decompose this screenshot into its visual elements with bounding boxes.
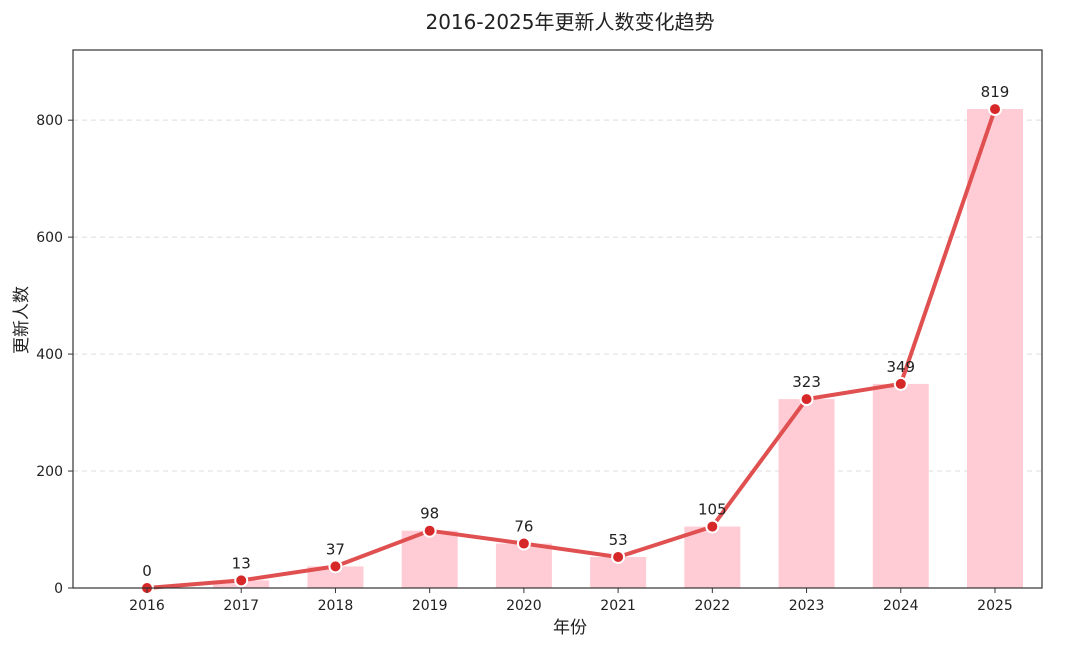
plot-frame <box>72 49 1043 589</box>
marker-2019 <box>422 523 437 538</box>
data-label-2023: 323 <box>792 373 821 391</box>
marker-2018 <box>328 559 343 574</box>
data-label-2021: 53 <box>609 531 628 549</box>
trend-line <box>145 107 997 590</box>
marker-2021 <box>611 550 626 565</box>
x-tick-label-2019: 2019 <box>412 598 448 614</box>
y-tick-label-0: 0 <box>54 581 63 597</box>
y-tick-label-200: 200 <box>36 464 63 480</box>
marker-2017 <box>234 573 249 588</box>
y-tick-label-400: 400 <box>36 347 63 363</box>
bar-2024 <box>872 383 929 588</box>
bar-2019 <box>401 530 458 588</box>
y-tick-label-600: 600 <box>36 230 63 246</box>
marker-2025 <box>988 102 1002 117</box>
x-tick-label-2021: 2021 <box>600 598 636 614</box>
bar-2018 <box>307 566 364 588</box>
data-label-2016: 0 <box>142 562 152 580</box>
x-tick-label-2025: 2025 <box>977 598 1013 614</box>
x-tick-label-2017: 2017 <box>223 598 259 614</box>
marker-2023 <box>799 392 814 407</box>
x-tick-label-2024: 2024 <box>883 598 919 614</box>
data-label-2024: 349 <box>886 358 915 376</box>
data-label-2022: 105 <box>698 501 727 519</box>
data-label-2020: 76 <box>514 518 533 536</box>
bar-2023 <box>778 399 835 588</box>
marker-2024 <box>893 376 908 391</box>
chart-title: 2016-2025年更新人数变化趋势 <box>425 10 714 34</box>
marker-2022 <box>705 519 720 534</box>
bar-2020 <box>495 543 552 588</box>
x-tick-label-2023: 2023 <box>789 598 825 614</box>
marker-2020 <box>516 536 531 551</box>
data-label-2019: 98 <box>420 505 439 523</box>
y-tick-label-800: 800 <box>36 113 63 129</box>
line-layer <box>145 107 997 590</box>
data-label-2018: 37 <box>326 540 345 558</box>
data-label-layer: 0 13 37 98 76 53 105 323 349 819 <box>142 83 1009 580</box>
data-label-2017: 13 <box>232 554 251 572</box>
x-tick-label-2016: 2016 <box>129 598 165 614</box>
x-axis-label: 年份 <box>553 618 587 638</box>
data-label-2025: 819 <box>981 83 1010 101</box>
bar-2025 <box>967 109 1023 588</box>
axis-layer: 0 200 400 600 800 2016 2017 2018 2019 2020 2021 202… <box>36 49 1043 614</box>
x-tick-label-2018: 2018 <box>318 598 354 614</box>
bar-layer <box>213 109 1023 588</box>
marker-layer <box>140 102 1002 595</box>
y-axis-label: 更新人数 <box>12 286 32 354</box>
bar-2022 <box>684 526 741 588</box>
x-tick-label-2020: 2020 <box>506 598 542 614</box>
x-tick-label-2022: 2022 <box>695 598 731 614</box>
